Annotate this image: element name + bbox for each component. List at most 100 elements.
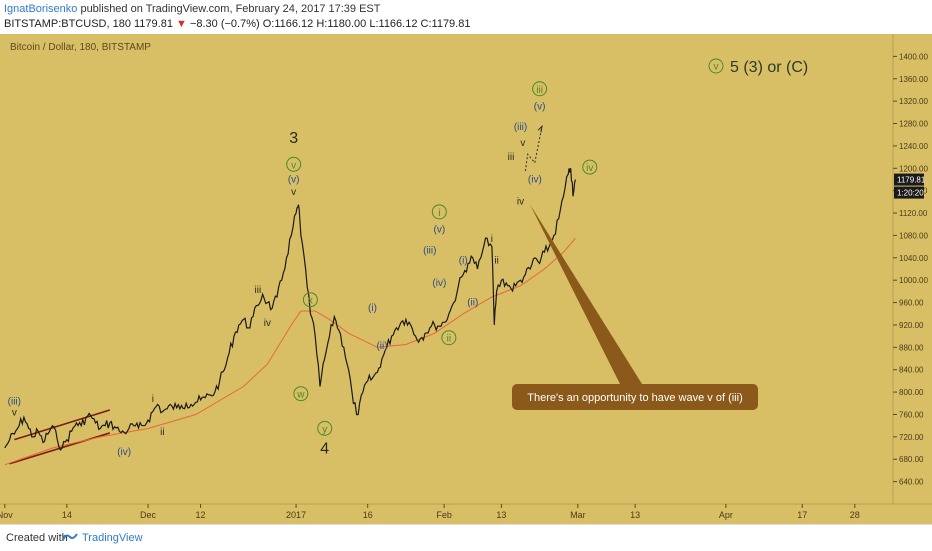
x-tick-label: Apr: [719, 510, 733, 520]
price-line: [4, 168, 576, 451]
y-tick-label: 720.00: [899, 433, 924, 442]
y-tick-label: 800.00: [899, 388, 924, 397]
wave-label-circle: [317, 420, 333, 436]
wave-label: (v): [534, 102, 546, 113]
x-tick-label: 17: [797, 510, 807, 520]
x-tick-label: Nov: [0, 510, 13, 520]
wave-label: y: [322, 424, 327, 435]
wave-label: i: [491, 234, 493, 245]
chart-title: Bitcoin / Dollar, 180, BITSTAMP: [10, 42, 151, 53]
wave-label: (iv): [117, 447, 131, 458]
x-tick-label: Feb: [436, 510, 452, 520]
x-tick-label: 13: [630, 510, 640, 520]
x-tick-label: 13: [496, 510, 506, 520]
tradingview-brand-link[interactable]: TradingView: [82, 532, 143, 544]
wave-label: (i): [459, 255, 468, 266]
down-arrow-icon: ▼: [176, 18, 187, 30]
created-with-text: Created with: [6, 532, 68, 544]
ohlc-values: O:1166.12 H:1180.00 L:1166.12 C:1179.81: [259, 18, 471, 30]
y-tick-label: 1080.00: [899, 231, 928, 240]
wave-label: iii: [536, 85, 543, 96]
subtitle-text: 5 (3) or (C): [730, 59, 808, 76]
callout-text: There's an opportunity to have wave v of…: [527, 392, 742, 404]
symbol-line: BITSTAMP:BTCUSD, 180 1179.81: [4, 18, 173, 30]
wave-label-circle: [302, 292, 318, 308]
y-tick-label: 680.00: [899, 455, 924, 464]
y-tick-label: 1120.00: [899, 209, 928, 218]
y-tick-label: 760.00: [899, 410, 924, 419]
wave-label: (v): [434, 225, 446, 236]
price-change: −8.30 (−0.7%): [186, 18, 260, 30]
wave-label: iii: [255, 285, 262, 296]
y-tick-label: 1200.00: [899, 164, 928, 173]
wave-label: iv: [517, 197, 524, 208]
x-tick-label: 16: [363, 510, 373, 520]
wave-label: (ii): [467, 297, 478, 308]
price-badge: [894, 173, 924, 186]
projection-arrowhead: [537, 124, 543, 133]
y-tick-label: 1280.00: [899, 120, 928, 129]
wave-label: v: [291, 160, 296, 171]
y-tick-label: 1360.00: [899, 75, 928, 84]
wave-label: (iii): [423, 245, 436, 256]
wave-label: (iii): [514, 122, 527, 133]
wave-label: ii: [160, 427, 164, 438]
y-tick-label: 1400.00: [899, 52, 928, 61]
x-tick-label: 12: [196, 510, 206, 520]
wave-label-circle: [441, 330, 457, 346]
wave-label: (iv): [528, 174, 542, 185]
x-tick-label: 28: [850, 510, 860, 520]
time-badge: [894, 186, 924, 199]
price-badge-text: 1179.81: [897, 176, 926, 185]
x-tick-label: 2017: [286, 510, 306, 520]
chart-header: IgnatBorisenko published on TradingView.…: [0, 0, 932, 34]
x-tick-label: Dec: [140, 510, 157, 520]
wave-label-circle: [532, 81, 548, 97]
y-tick-label: 1000.00: [899, 276, 928, 285]
wave-label: w: [296, 390, 305, 401]
wave-label-circle: [293, 386, 309, 402]
channel-line: [14, 409, 111, 441]
symbol-info: BITSTAMP:BTCUSD, 180 1179.81 ▼ −8.30 (−0…: [4, 18, 470, 30]
wave-label: i: [438, 208, 440, 219]
y-tick-label: 840.00: [899, 366, 924, 375]
subtitle-wave-label: v: [714, 62, 719, 73]
y-tick-label: 880.00: [899, 343, 924, 352]
wave-label: ii: [447, 334, 451, 345]
published-text: published on TradingView.com, February 2…: [77, 3, 381, 15]
wave-label: (i): [368, 303, 377, 314]
wave-label: v: [291, 187, 296, 198]
wave-label: (iii): [8, 396, 21, 407]
tradingview-logo-icon: [62, 533, 78, 541]
moving-average-line: [4, 237, 576, 466]
y-tick-label: 1240.00: [899, 142, 928, 151]
wave-label: (v): [288, 174, 300, 185]
y-tick-label: 1040.00: [899, 254, 928, 263]
wave-label: 3: [289, 130, 298, 147]
callout-pointer: [530, 204, 642, 384]
y-tick-label: 1320.00: [899, 97, 928, 106]
footer: Created with TradingView: [0, 524, 932, 551]
x-tick-label: 14: [62, 510, 72, 520]
x-tick-label: Mar: [570, 510, 586, 520]
y-tick-label: 640.00: [899, 478, 924, 487]
wave-label: 4: [320, 441, 329, 458]
price-chart[interactable]: Bitcoin / Dollar, 180, BITSTAMP v 5 (3) or…: [0, 34, 932, 524]
wave-label: (iv): [432, 278, 446, 289]
wave-label: ii: [494, 255, 498, 266]
callout-box: [512, 384, 758, 410]
wave-label-circle: [582, 159, 598, 175]
wave-label-circle: [431, 204, 447, 220]
chart-area[interactable]: Bitcoin / Dollar, 180, BITSTAMP v 5 (3) or…: [0, 34, 932, 524]
wave-label: v: [12, 408, 17, 419]
y-tick-label: 920.00: [899, 321, 924, 330]
y-tick-label: 960.00: [899, 299, 924, 308]
author-link[interactable]: IgnatBorisenko: [4, 3, 78, 15]
wave-label: iv: [264, 318, 271, 329]
publish-info: IgnatBorisenko published on TradingView.…: [4, 3, 381, 15]
wave-label-circle: [286, 156, 302, 172]
wave-label: iii: [508, 152, 515, 163]
wave-label: v: [520, 138, 525, 149]
projection-line: [524, 126, 543, 172]
wave-label: x: [308, 296, 313, 307]
